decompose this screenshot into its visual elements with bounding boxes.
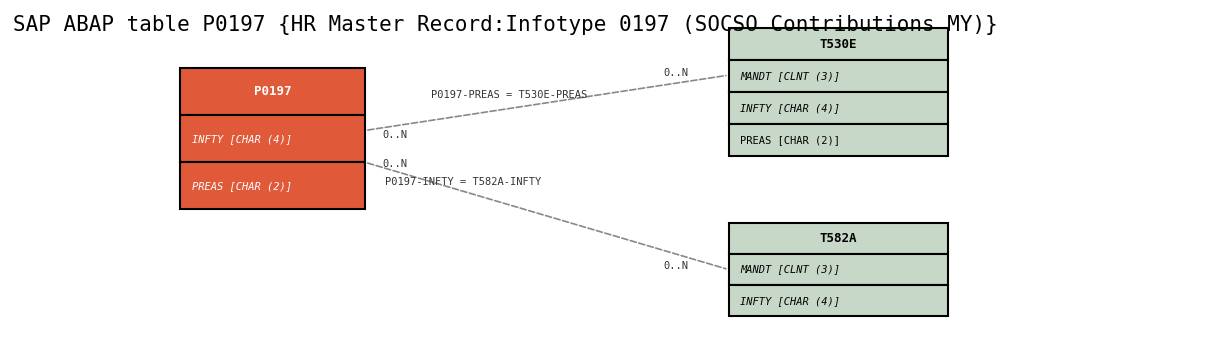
- Text: T530E: T530E: [819, 38, 857, 51]
- Text: 0..N: 0..N: [663, 261, 688, 271]
- Text: PREAS [CHAR (2)]: PREAS [CHAR (2)]: [191, 181, 292, 191]
- FancyBboxPatch shape: [181, 162, 365, 209]
- Text: T582A: T582A: [819, 232, 857, 245]
- Text: PREAS [CHAR (2)]: PREAS [CHAR (2)]: [741, 135, 840, 145]
- Text: MANDT [CLNT (3)]: MANDT [CLNT (3)]: [741, 71, 840, 81]
- FancyBboxPatch shape: [728, 223, 948, 254]
- Text: P0197: P0197: [255, 86, 291, 98]
- FancyBboxPatch shape: [728, 285, 948, 316]
- Text: MANDT [CLNT (3)]: MANDT [CLNT (3)]: [741, 265, 840, 274]
- Text: INFTY [CHAR (4)]: INFTY [CHAR (4)]: [741, 296, 840, 306]
- FancyBboxPatch shape: [181, 115, 365, 162]
- FancyBboxPatch shape: [728, 28, 948, 60]
- Text: P0197-INFTY = T582A-INFTY: P0197-INFTY = T582A-INFTY: [385, 177, 542, 187]
- Text: SAP ABAP table P0197 {HR Master Record:Infotype 0197 (SOCSO Contributions MY)}: SAP ABAP table P0197 {HR Master Record:I…: [13, 15, 997, 35]
- FancyBboxPatch shape: [728, 60, 948, 92]
- Text: INFTY [CHAR (4)]: INFTY [CHAR (4)]: [191, 134, 292, 144]
- Text: P0197-PREAS = T530E-PREAS: P0197-PREAS = T530E-PREAS: [431, 90, 588, 100]
- FancyBboxPatch shape: [728, 124, 948, 155]
- FancyBboxPatch shape: [181, 68, 365, 115]
- Text: 0..N: 0..N: [382, 130, 407, 141]
- Text: 0..N: 0..N: [663, 69, 688, 78]
- Text: 0..N: 0..N: [382, 159, 407, 169]
- FancyBboxPatch shape: [728, 254, 948, 285]
- FancyBboxPatch shape: [728, 92, 948, 124]
- Text: INFTY [CHAR (4)]: INFTY [CHAR (4)]: [741, 103, 840, 113]
